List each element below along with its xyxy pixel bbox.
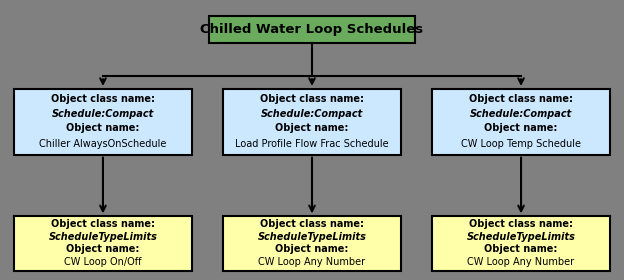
FancyBboxPatch shape [223,216,401,271]
Text: Object name:: Object name: [484,244,558,254]
Text: Object class name:: Object class name: [51,220,155,230]
FancyBboxPatch shape [209,16,415,43]
FancyBboxPatch shape [432,216,610,271]
Text: CW Loop Any Number: CW Loop Any Number [467,256,575,267]
Text: ScheduleTypeLimits: ScheduleTypeLimits [258,232,366,242]
Text: CW Loop Temp Schedule: CW Loop Temp Schedule [461,139,581,148]
Text: Object name:: Object name: [484,123,558,133]
Text: Chiller AlwaysOnSchedule: Chiller AlwaysOnSchedule [39,139,167,148]
Text: Object class name:: Object class name: [260,220,364,230]
Text: Schedule:Compact: Schedule:Compact [52,109,154,119]
Text: Object name:: Object name: [275,123,349,133]
Text: Schedule:Compact: Schedule:Compact [261,109,363,119]
FancyBboxPatch shape [223,89,401,155]
Text: Object class name:: Object class name: [469,220,573,230]
Text: CW Loop Any Number: CW Loop Any Number [258,256,366,267]
Text: Load Profile Flow Frac Schedule: Load Profile Flow Frac Schedule [235,139,389,148]
FancyBboxPatch shape [14,89,192,155]
Text: Object class name:: Object class name: [260,94,364,104]
FancyBboxPatch shape [14,216,192,271]
Text: Object name:: Object name: [66,123,140,133]
Text: Chilled Water Loop Schedules: Chilled Water Loop Schedules [200,23,424,36]
Text: ScheduleTypeLimits: ScheduleTypeLimits [467,232,575,242]
Text: Schedule:Compact: Schedule:Compact [470,109,572,119]
FancyBboxPatch shape [432,89,610,155]
Text: CW Loop On/Off: CW Loop On/Off [64,256,142,267]
Text: Object class name:: Object class name: [51,94,155,104]
Text: ScheduleTypeLimits: ScheduleTypeLimits [49,232,157,242]
Text: Object name:: Object name: [66,244,140,254]
Text: Object name:: Object name: [275,244,349,254]
Text: Object class name:: Object class name: [469,94,573,104]
